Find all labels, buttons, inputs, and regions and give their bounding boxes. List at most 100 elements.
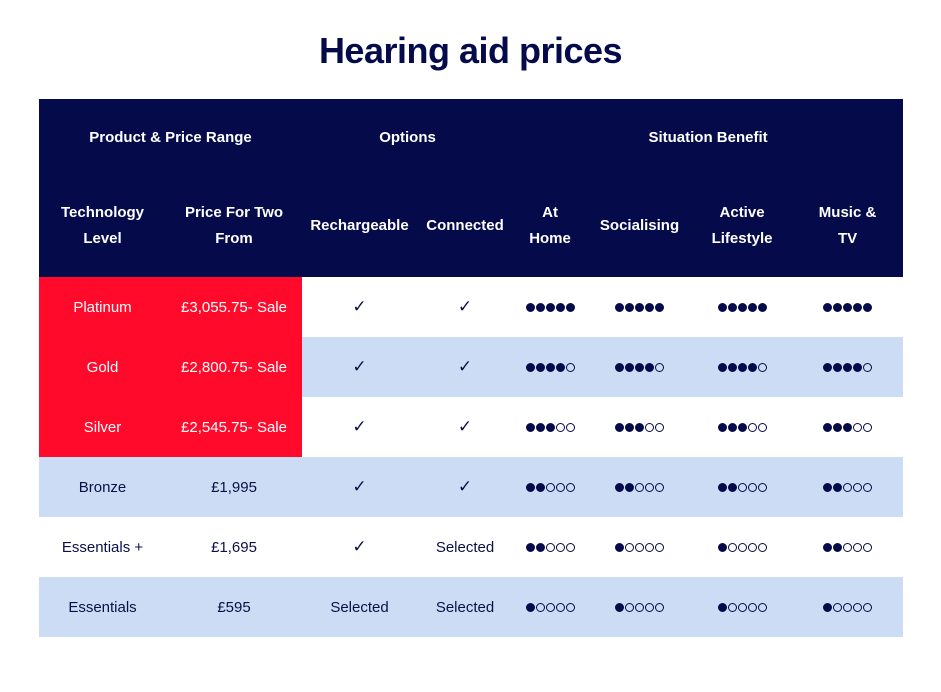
empty-dot-icon <box>645 543 655 553</box>
empty-dot-icon <box>565 483 575 493</box>
filled-dot-icon <box>747 303 757 313</box>
empty-dot-icon <box>635 543 645 553</box>
filled-dot-icon <box>747 363 757 373</box>
technology-level-cell: Platinum <box>39 277 166 337</box>
empty-dot-icon <box>863 603 873 613</box>
rating-dots <box>615 423 665 433</box>
column-header-line: Connected <box>426 217 504 234</box>
empty-dot-icon <box>853 543 863 553</box>
rating-dots <box>823 543 873 553</box>
filled-dot-icon <box>535 483 545 493</box>
empty-dot-icon <box>565 423 575 433</box>
rating-cell <box>513 397 588 457</box>
empty-dot-icon <box>625 543 635 553</box>
rating-cell <box>692 277 793 337</box>
rating-cell <box>513 337 588 397</box>
rechargeable-cell: Selected <box>302 577 418 637</box>
rechargeable-check-icon: ✓ <box>302 337 418 397</box>
column-header-line: TV <box>837 230 858 247</box>
filled-dot-icon <box>823 423 833 433</box>
rating-cell <box>587 337 693 397</box>
technology-level-cell: Essentials <box>39 577 166 637</box>
rating-dots <box>823 363 873 373</box>
filled-dot-icon <box>727 303 737 313</box>
price-cell: £2,800.75- Sale <box>166 337 303 397</box>
price-cell: £2,545.75- Sale <box>166 397 303 457</box>
filled-dot-icon <box>625 363 635 373</box>
filled-dot-icon <box>823 543 833 553</box>
column-header-line: Active <box>719 204 765 221</box>
empty-dot-icon <box>645 483 655 493</box>
filled-dot-icon <box>737 363 747 373</box>
filled-dot-icon <box>635 303 645 313</box>
empty-dot-icon <box>545 603 555 613</box>
filled-dot-icon <box>625 303 635 313</box>
rating-cell <box>692 457 793 517</box>
empty-dot-icon <box>555 483 565 493</box>
rating-cell <box>792 337 904 397</box>
empty-dot-icon <box>853 603 863 613</box>
filled-dot-icon <box>535 543 545 553</box>
column-header-line: Music & <box>818 204 877 221</box>
technology-level-cell: Bronze <box>39 457 166 517</box>
column-header-line: Level <box>83 230 122 247</box>
price-cell: £595 <box>166 577 303 637</box>
rating-dots <box>525 423 575 433</box>
rating-cell <box>792 577 904 637</box>
empty-dot-icon <box>625 603 635 613</box>
rating-cell <box>792 457 904 517</box>
filled-dot-icon <box>843 363 853 373</box>
filled-dot-icon <box>833 483 843 493</box>
filled-dot-icon <box>833 543 843 553</box>
filled-dot-icon <box>833 303 843 313</box>
filled-dot-icon <box>535 303 545 313</box>
rating-cell <box>513 457 588 517</box>
empty-dot-icon <box>863 423 873 433</box>
rechargeable-check-icon: ✓ <box>302 397 418 457</box>
empty-dot-icon <box>555 543 565 553</box>
column-header: At Home <box>513 175 588 277</box>
empty-dot-icon <box>863 363 873 373</box>
empty-dot-icon <box>655 603 665 613</box>
filled-dot-icon <box>625 483 635 493</box>
empty-dot-icon <box>757 483 767 493</box>
empty-dot-icon <box>565 603 575 613</box>
column-header: Active Lifestyle <box>692 175 793 277</box>
filled-dot-icon <box>727 483 737 493</box>
filled-dot-icon <box>853 363 863 373</box>
column-header: Connected <box>417 175 514 277</box>
technology-level-cell: Gold <box>39 337 166 397</box>
column-header: Music & TV <box>792 175 904 277</box>
filled-dot-icon <box>843 303 853 313</box>
empty-dot-icon <box>555 423 565 433</box>
filled-dot-icon <box>615 543 625 553</box>
rating-cell <box>692 517 793 577</box>
rating-dots <box>823 603 873 613</box>
table-row: Bronze £1,995 ✓ ✓ <box>39 457 904 517</box>
empty-dot-icon <box>635 603 645 613</box>
filled-dot-icon <box>823 363 833 373</box>
filled-dot-icon <box>717 363 727 373</box>
filled-dot-icon <box>843 423 853 433</box>
rating-dots <box>525 603 575 613</box>
empty-dot-icon <box>747 603 757 613</box>
table-body: Platinum £3,055.75- Sale ✓ ✓ Gold £2,800.75- … <box>39 277 904 637</box>
header-group: Situation Benefit <box>513 99 904 175</box>
header-group-row: Product & Price Range Options Situation Be… <box>39 99 904 175</box>
rechargeable-check-icon: ✓ <box>302 277 418 337</box>
filled-dot-icon <box>545 363 555 373</box>
empty-dot-icon <box>565 363 575 373</box>
filled-dot-icon <box>525 603 535 613</box>
empty-dot-icon <box>863 483 873 493</box>
empty-dot-icon <box>737 483 747 493</box>
price-cell: £3,055.75- Sale <box>166 277 303 337</box>
rating-cell <box>513 577 588 637</box>
column-header-line: From <box>215 230 253 247</box>
empty-dot-icon <box>843 603 853 613</box>
empty-dot-icon <box>843 483 853 493</box>
rating-cell <box>587 577 693 637</box>
rating-cell <box>513 517 588 577</box>
table-row: Essentials £595 Selected Selected <box>39 577 904 637</box>
filled-dot-icon <box>757 303 767 313</box>
filled-dot-icon <box>853 303 863 313</box>
